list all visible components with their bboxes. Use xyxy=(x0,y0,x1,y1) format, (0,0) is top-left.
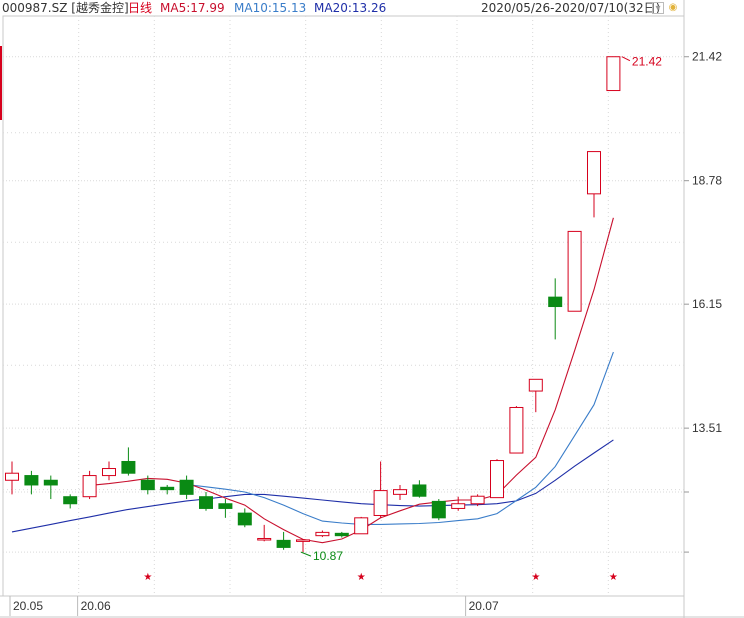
candle-up xyxy=(606,56,621,92)
candle-up xyxy=(528,378,543,392)
event-marker-icon: ★ xyxy=(143,572,152,583)
stock-code-label: 000987.SZ [越秀金控] xyxy=(2,1,129,15)
max-price-label: 21.42 xyxy=(632,55,662,69)
x-tick-label: 20.05 xyxy=(13,599,43,613)
ma5-line xyxy=(89,217,614,544)
candle-up xyxy=(82,475,97,498)
candle-down xyxy=(334,532,349,537)
candle-down xyxy=(199,496,213,509)
lock-icon[interactable]: ◉ xyxy=(668,2,678,13)
candle-down xyxy=(63,496,78,505)
event-marker-icon: ★ xyxy=(357,572,366,583)
candle-up xyxy=(354,517,369,535)
candle-up xyxy=(393,489,407,495)
ma5-label: MA5:17.99 xyxy=(160,1,225,15)
candle-up xyxy=(470,495,485,505)
candle-down xyxy=(121,460,136,474)
candle-up xyxy=(257,537,272,541)
candle-down xyxy=(237,512,252,526)
candle-down xyxy=(179,479,194,495)
event-marker-icon: ★ xyxy=(609,572,618,583)
ma20-line xyxy=(11,439,614,533)
period-label[interactable]: 日线 xyxy=(128,1,153,15)
left-marker-bar xyxy=(0,46,2,120)
x-tick-label: 20.06 xyxy=(81,599,111,613)
candle-up xyxy=(509,406,524,454)
expand-icon[interactable]: ▾ xyxy=(652,2,664,14)
ma10-label: MA10:15.13 xyxy=(234,1,307,15)
candle-down xyxy=(43,479,58,486)
ma20-label: MA20:13.26 xyxy=(314,1,387,15)
event-marker-icon: ★ xyxy=(531,572,540,583)
y-tick-label: 18.78 xyxy=(692,174,722,188)
candle-down xyxy=(412,484,427,497)
candle-up xyxy=(102,468,116,477)
ma10-line xyxy=(186,351,614,525)
candle-up xyxy=(296,539,310,542)
plot-frame xyxy=(2,15,685,597)
candle-up xyxy=(567,230,582,312)
candle-down xyxy=(24,475,39,486)
y-tick-label: 13.51 xyxy=(692,421,722,435)
x-tick-label: 20.07 xyxy=(469,599,499,613)
min-price-label: 10.87 xyxy=(313,549,343,563)
candle-up xyxy=(587,151,601,195)
date-range-label: 2020/05/26-2020/07/10(32日) xyxy=(481,1,661,15)
candle-up xyxy=(451,503,466,509)
candle-up xyxy=(373,490,388,516)
candle-down xyxy=(218,503,233,509)
min-pointer xyxy=(300,551,312,557)
candle-up xyxy=(490,460,504,499)
candle-down xyxy=(160,486,175,491)
candle-down xyxy=(140,479,155,491)
candle-down xyxy=(276,539,291,548)
y-tick-label: 16.15 xyxy=(692,297,722,311)
max-pointer xyxy=(621,56,631,62)
candle-up xyxy=(315,531,330,537)
y-tick-label: 21.42 xyxy=(692,50,722,64)
candle-up xyxy=(5,472,19,481)
candle-down xyxy=(431,500,446,519)
candle-down xyxy=(548,296,563,308)
